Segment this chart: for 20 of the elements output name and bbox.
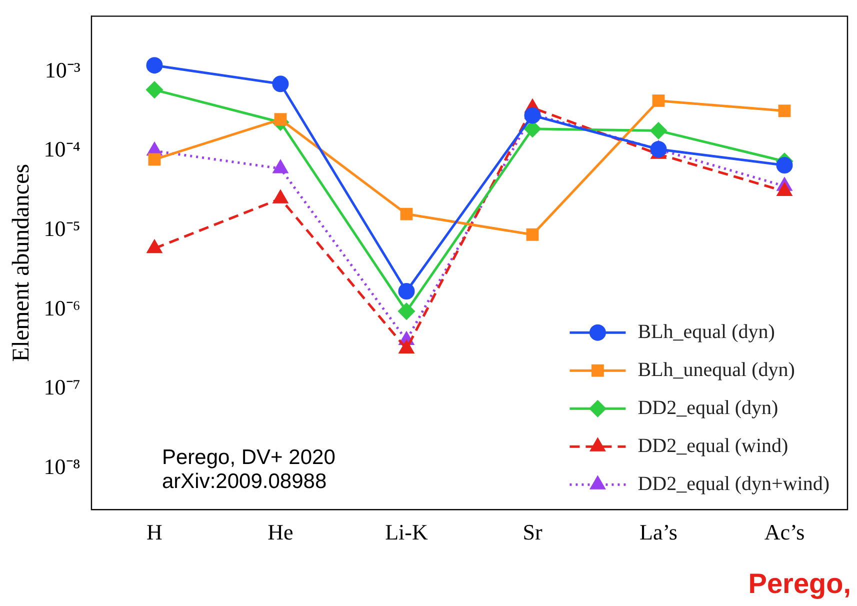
annotation: Perego, DV+ 2020 arXiv:2009.08988 xyxy=(162,446,336,494)
legend-label: DD2_equal (wind) xyxy=(638,434,788,457)
y-tick-label: 10⁻⁶ xyxy=(44,295,80,320)
text: Perego, xyxy=(748,568,851,600)
y-axis-title: Element abundances xyxy=(8,164,35,362)
y-tick-label: 10⁻⁵ xyxy=(44,216,80,242)
x-tick-label: He xyxy=(268,520,294,545)
x-tick-label: La’s xyxy=(640,520,678,545)
y-tick-label: 10⁻³ xyxy=(44,57,81,82)
x-tick-label: H xyxy=(146,520,163,545)
y-tick-label: 10⁻⁸ xyxy=(44,454,80,479)
legend-label: BLh_equal (dyn) xyxy=(638,320,775,343)
legend-label: BLh_unequal (dyn) xyxy=(638,358,795,381)
x-tick-label: Ac’s xyxy=(764,520,805,545)
y-tick-label: 10⁻⁴ xyxy=(44,136,81,162)
y-tick-label: 10⁻⁷ xyxy=(44,374,80,400)
legend-label: DD2_equal (dyn) xyxy=(638,396,778,419)
x-tick-label: Sr xyxy=(522,520,543,545)
legend-label: DD2_equal (dyn+wind) xyxy=(638,472,830,495)
x-tick-label: Li-K xyxy=(385,520,428,545)
